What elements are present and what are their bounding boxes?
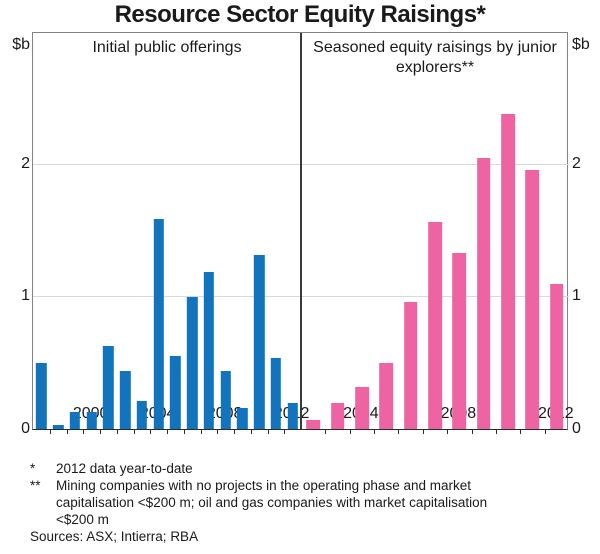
panel-left-title: Initial public offerings: [92, 39, 242, 56]
x-axis-tick: [267, 429, 269, 434]
bar-2002: [119, 370, 131, 429]
bar-2005: [170, 356, 181, 429]
x-axis-tick: [284, 429, 286, 434]
bar-2010: [253, 254, 265, 429]
chart-title: Resource Sector Equity Raisings*: [114, 1, 486, 28]
x-axis-tick: [133, 429, 135, 434]
bar-2009: [237, 407, 248, 429]
bar-2012: [287, 402, 298, 429]
x-axis-tick: [374, 429, 376, 434]
panel-right-title: Seasoned equity raisings by junior explo…: [313, 39, 557, 76]
bar-2001: [103, 345, 114, 429]
x-axis-tick: [66, 429, 68, 434]
x-axis-tick: [217, 429, 219, 434]
x-axis-tick: [349, 429, 351, 434]
gridline-2: [33, 164, 301, 166]
x-axis-tick: [250, 429, 252, 434]
bar-2003: [136, 401, 148, 429]
x-axis-tick: [495, 429, 497, 434]
x-axis-tick: [200, 429, 202, 434]
plot-area: Initial public offerings Seasoned equity…: [32, 32, 569, 434]
x-axis-tick: [100, 429, 101, 434]
footnote-2: ** Mining companies with no projects in …: [30, 477, 530, 528]
bar-2000: [86, 411, 97, 429]
panel-divider-line: [300, 33, 302, 429]
panel-initial-public-offerings: Initial public offerings: [33, 33, 301, 434]
bar-2006: [403, 302, 418, 429]
bar-2002: [306, 419, 320, 429]
bar-2009: [476, 158, 491, 429]
bar-1998: [52, 425, 64, 429]
x-axis-tick: [398, 429, 400, 434]
bar-2007: [428, 221, 442, 429]
panel-right-header: Seasoned equity raisings by junior explo…: [301, 38, 569, 78]
footnotes: * 2012 data year-to-date ** Mining compa…: [30, 460, 530, 545]
y-axis-label-left-1: 1: [21, 287, 30, 305]
y-axis-label-right-0: 0: [572, 420, 581, 437]
x-axis-tick: [167, 429, 168, 434]
bar-2004: [355, 386, 369, 429]
footnote-2-marker: **: [30, 478, 41, 493]
bar-2010: [501, 113, 515, 429]
y-axis-label-left-0: 0: [21, 420, 30, 437]
panel-left-header: Initial public offerings: [33, 38, 301, 58]
y-axis-label-left-2: 2: [21, 154, 30, 172]
panel-seasoned-equity-raisings: Seasoned equity raisings by junior explo…: [301, 33, 569, 434]
bar-1997: [36, 363, 47, 429]
bar-2008: [220, 370, 231, 429]
bar-2003: [330, 402, 345, 429]
x-axis-tick: [325, 429, 327, 434]
y-axis-label-right-2: 2: [572, 154, 581, 172]
gridline-1: [33, 296, 301, 298]
x-axis-tick: [447, 429, 449, 434]
x-axis-tick: [116, 429, 118, 434]
bar-2011: [525, 170, 540, 429]
bar-2007: [203, 271, 215, 429]
y-axis-label-right-1: 1: [572, 287, 581, 305]
bar-2004: [153, 219, 164, 429]
x-axis-tick: [83, 429, 85, 434]
bar-2005: [379, 363, 394, 429]
x-axis-tick: [520, 429, 522, 434]
bar-2011: [270, 357, 282, 429]
bar-2008: [452, 253, 467, 429]
y-axis-unit-left: $b: [12, 36, 30, 53]
x-axis-tick: [150, 429, 152, 434]
x-axis-tick: [544, 429, 546, 434]
x-axis-tick: [471, 429, 473, 434]
gridline-2: [301, 164, 569, 166]
footnote-1: * 2012 data year-to-date: [30, 460, 530, 477]
bar-2006: [186, 297, 198, 429]
x-axis-tick: [183, 429, 185, 434]
y-axis-unit-right: $b: [572, 36, 590, 53]
bar-2012: [549, 283, 564, 429]
sources-line: Sources: ASX; Intierra; RBA: [30, 529, 199, 544]
footnote-2-text: Mining companies with no projects in the…: [56, 478, 488, 527]
x-axis-tick: [422, 429, 424, 434]
x-axis-tick: [49, 429, 51, 434]
footnote-1-marker: *: [30, 461, 36, 476]
bar-1999: [69, 411, 81, 429]
x-axis-tick: [234, 429, 235, 434]
footnote-1-text: 2012 data year-to-date: [56, 461, 193, 476]
